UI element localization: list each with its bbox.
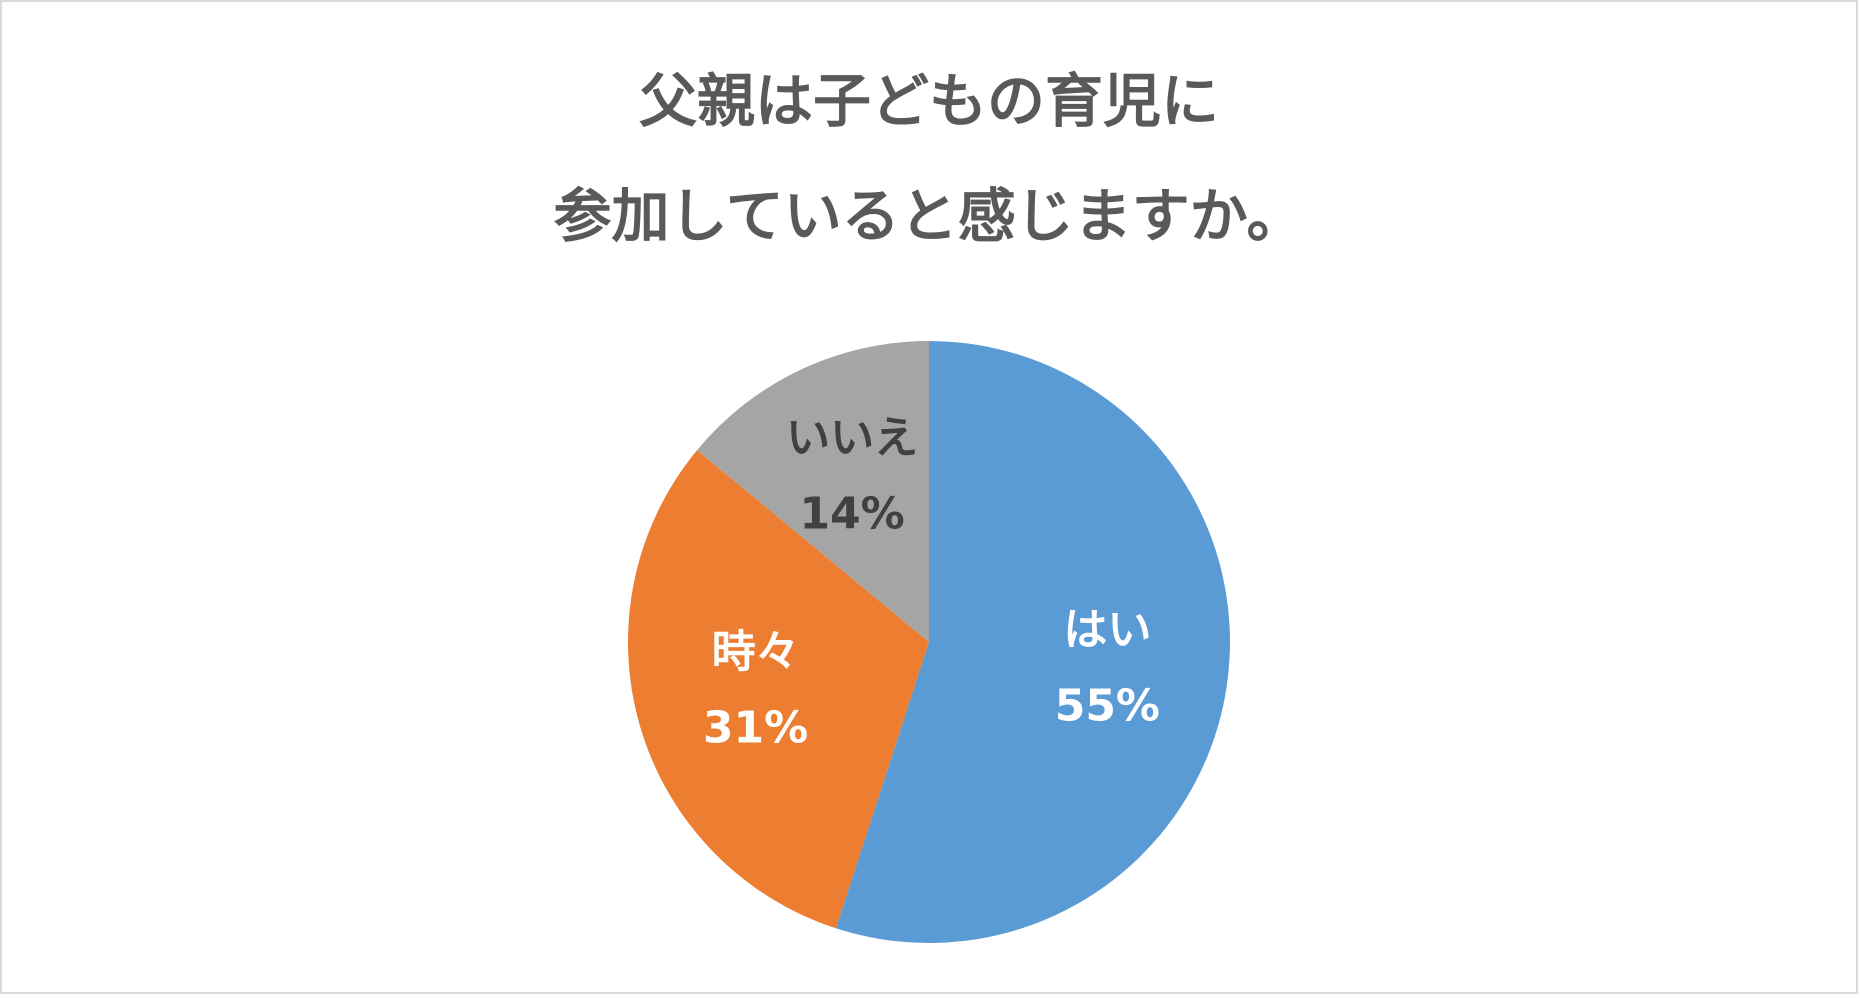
slice-category-label: 時々 [712, 626, 800, 677]
slice-value-label: 55% [1055, 680, 1160, 731]
slice-value-label: 14% [799, 489, 904, 540]
pie-slice [627, 450, 929, 929]
pie-slice [835, 341, 1231, 944]
chart-title: 父親は子どもの育児に [639, 67, 1219, 135]
pie-slice [697, 341, 929, 642]
chart-title: 参加していると感じますか。 [553, 182, 1304, 250]
slice-value-label: 31% [703, 702, 808, 753]
slice-category-label: いいえ [786, 413, 918, 464]
slice-category-label: はい [1063, 604, 1151, 655]
